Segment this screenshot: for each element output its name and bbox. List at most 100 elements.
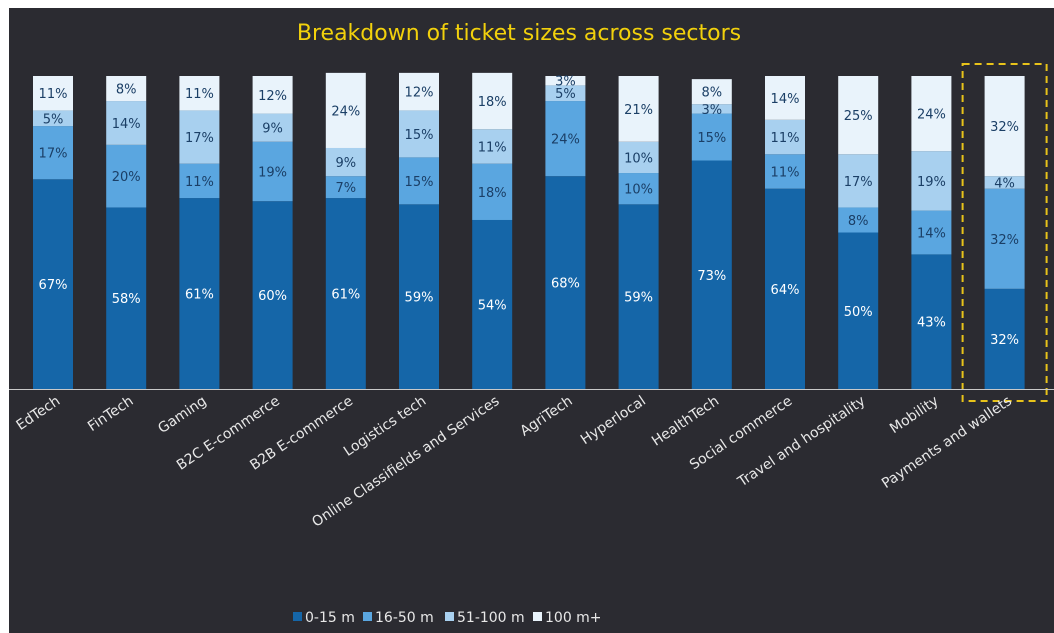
data-label-travel-and-hospitality-0-15-m: 50% <box>844 305 873 320</box>
data-label-social-commerce-0-15-m: 64% <box>771 283 800 298</box>
data-label-mobility-16-50-m: 14% <box>917 227 946 242</box>
bar-b2b-e-commerce-51-100-m <box>325 147 366 177</box>
bar-logistics-tech-0-15-m <box>399 204 439 389</box>
category-label-mobility: Mobility <box>887 393 942 437</box>
bar-online-classifields-and-services-0-15-m <box>472 219 513 389</box>
data-label-mobility-0-15-m: 43% <box>917 316 946 331</box>
data-label-logistics-tech-16-50-m: 15% <box>405 175 434 190</box>
bar-hyperlocal-100-m <box>618 76 659 142</box>
legend: 0-15 m 16-50 m 51-100 m 100 m+ <box>293 610 602 626</box>
bar-edtech-0-15-m <box>33 179 73 389</box>
data-label-b2b-e-commerce-0-15-m: 61% <box>331 288 360 303</box>
category-label-edtech: EdTech <box>14 393 64 434</box>
data-label-b2b-e-commerce-16-50-m: 7% <box>335 181 356 196</box>
data-label-fintech-0-15-m: 58% <box>112 292 141 307</box>
legend-label-0-15-m: 0-15 m <box>305 610 355 626</box>
data-label-social-commerce-51-100-m: 11% <box>771 131 800 146</box>
bar-edtech-16-50-m <box>33 126 73 180</box>
bar-mobility-51-100-m <box>911 151 952 211</box>
bar-fintech-0-15-m <box>106 207 147 389</box>
bar-gaming-51-100-m <box>179 110 220 164</box>
data-label-hyperlocal-100-m: 21% <box>624 103 653 118</box>
data-label-payments-and-wallets-0-15-m: 32% <box>990 333 1019 348</box>
bar-payments-and-wallets-100-m <box>984 76 1025 177</box>
data-label-payments-and-wallets-16-50-m: 32% <box>990 233 1019 248</box>
data-label-healthtech-51-100-m: 3% <box>701 103 722 118</box>
data-label-gaming-51-100-m: 17% <box>185 131 214 146</box>
bar-travel-and-hospitality-51-100-m <box>838 154 879 208</box>
bar-mobility-0-15-m <box>911 254 952 389</box>
data-label-b2b-e-commerce-100-m: 24% <box>331 104 360 119</box>
bar-hyperlocal-0-15-m <box>618 204 659 389</box>
chart-title: Breakdown of ticket sizes across sectors <box>297 21 741 46</box>
data-label-fintech-100-m: 8% <box>116 83 137 98</box>
data-label-b2c-e-commerce-0-15-m: 60% <box>258 289 287 304</box>
bar-logistics-tech-51-100-m <box>399 110 439 158</box>
legend-swatch-0-15-m <box>293 612 302 621</box>
legend-swatch-100-m <box>533 612 542 621</box>
data-label-online-classifields-and-services-16-50-m: 18% <box>478 186 507 201</box>
data-label-edtech-16-50-m: 17% <box>39 147 68 162</box>
data-label-social-commerce-16-50-m: 11% <box>771 165 800 180</box>
bar-travel-and-hospitality-16-50-m <box>838 207 879 233</box>
bar-b2c-e-commerce-0-15-m <box>252 201 293 389</box>
bar-payments-and-wallets-0-15-m <box>984 288 1025 389</box>
data-label-online-classifields-and-services-100-m: 18% <box>478 95 507 110</box>
bar-online-classifields-and-services-100-m <box>472 72 513 130</box>
data-label-edtech-0-15-m: 67% <box>39 278 68 293</box>
data-label-healthtech-100-m: 8% <box>701 86 722 101</box>
data-label-agritech-0-15-m: 68% <box>551 277 580 292</box>
category-label-fintech: FinTech <box>85 393 136 435</box>
bar-social-commerce-51-100-m <box>765 119 805 155</box>
bar-social-commerce-0-15-m <box>765 188 805 389</box>
data-label-agritech-16-50-m: 24% <box>551 133 580 148</box>
data-label-gaming-0-15-m: 61% <box>185 288 214 303</box>
category-label-gaming: Gaming <box>155 393 209 437</box>
bar-fintech-16-50-m <box>106 144 147 208</box>
bar-payments-and-wallets-16-50-m <box>984 188 1025 289</box>
data-label-hyperlocal-0-15-m: 59% <box>624 291 653 306</box>
bar-social-commerce-16-50-m <box>765 154 805 189</box>
legend-label-16-50-m: 16-50 m <box>375 610 434 626</box>
data-label-agritech-100-m: 3% <box>555 75 576 90</box>
bar-b2c-e-commerce-100-m <box>252 76 293 114</box>
bar-online-classifields-and-services-51-100-m <box>472 129 513 164</box>
data-label-fintech-51-100-m: 14% <box>112 117 141 132</box>
bars-group: 67% 17% 5% 11% 58% 20% 14% 8% 61% 11% 17% 11% 60% 19%… <box>33 63 1048 402</box>
bar-travel-and-hospitality-100-m <box>838 76 879 155</box>
bar-fintech-100-m <box>106 76 147 102</box>
bar-edtech-100-m <box>33 76 73 111</box>
bar-mobility-16-50-m <box>911 210 952 255</box>
bar-b2b-e-commerce-0-15-m <box>325 198 366 389</box>
bar-agritech-16-50-m <box>545 101 586 177</box>
bar-travel-and-hospitality-0-15-m <box>838 232 879 389</box>
category-label-payments-and-wallets: Payments and wallets <box>879 393 1015 492</box>
legend-swatch-51-100-m <box>445 612 454 621</box>
bar-edtech-51-100-m <box>33 110 73 127</box>
data-label-healthtech-0-15-m: 73% <box>697 269 726 284</box>
data-label-logistics-tech-0-15-m: 59% <box>405 291 434 306</box>
legend-label-51-100-m: 51-100 m <box>457 610 525 626</box>
bar-payments-and-wallets-51-100-m <box>984 176 1025 189</box>
data-label-travel-and-hospitality-16-50-m: 8% <box>848 214 869 229</box>
data-label-healthtech-16-50-m: 15% <box>697 131 726 146</box>
data-label-hyperlocal-51-100-m: 10% <box>624 151 653 166</box>
data-label-mobility-100-m: 24% <box>917 108 946 123</box>
data-label-gaming-16-50-m: 11% <box>185 175 214 190</box>
bar-agritech-100-m <box>545 76 586 86</box>
data-label-logistics-tech-51-100-m: 15% <box>405 128 434 143</box>
data-label-b2c-e-commerce-51-100-m: 9% <box>262 122 283 137</box>
category-label-travel-and-hospitality: Travel and hospitality <box>734 393 868 491</box>
data-label-payments-and-wallets-51-100-m: 4% <box>994 176 1015 191</box>
data-label-b2c-e-commerce-16-50-m: 19% <box>258 165 287 180</box>
data-label-payments-and-wallets-100-m: 32% <box>990 120 1019 135</box>
data-label-b2b-e-commerce-51-100-m: 9% <box>335 156 356 171</box>
data-label-edtech-100-m: 11% <box>39 87 68 102</box>
chart-panel: Breakdown of ticket sizes across sectors… <box>9 8 1054 633</box>
bar-fintech-51-100-m <box>106 101 147 145</box>
bar-agritech-0-15-m <box>545 176 586 389</box>
data-label-agritech-51-100-m: 5% <box>555 87 576 102</box>
bar-social-commerce-100-m <box>765 76 805 120</box>
bar-b2c-e-commerce-16-50-m <box>252 141 293 202</box>
